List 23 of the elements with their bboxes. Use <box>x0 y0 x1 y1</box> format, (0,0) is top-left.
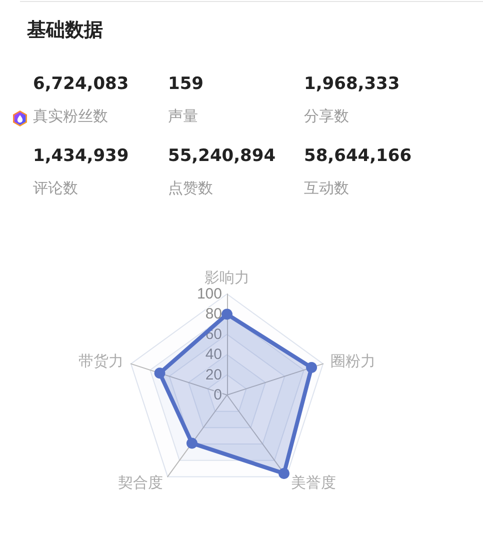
category-label: 真实粉丝数 <box>33 107 108 126</box>
spoke-label: 圈粉力 <box>330 352 376 370</box>
y-tick-label: 20 <box>205 366 222 384</box>
text: 基础数据 <box>27 18 103 43</box>
y-tick-label: 80 <box>205 306 222 323</box>
category-label: 互动数 <box>304 179 349 198</box>
spoke-label: 带货力 <box>78 352 124 370</box>
spoke-label: 契合度 <box>118 474 163 492</box>
text: 1,968,333 <box>304 74 400 94</box>
y-tick-label: 40 <box>205 346 222 364</box>
text: 55,240,894 <box>168 146 276 166</box>
text: 6,724,083 <box>33 74 129 94</box>
y-tick-label: 0 <box>214 386 222 404</box>
text: 58,644,166 <box>304 146 412 166</box>
y-tick-label: 100 <box>196 286 222 302</box>
spoke-label: 影响力 <box>204 270 250 287</box>
category-label: 评论数 <box>33 179 78 198</box>
spoke-label: 美誉度 <box>291 474 336 492</box>
category-label: 点赞数 <box>168 179 213 198</box>
category-label: 分享数 <box>304 107 349 126</box>
text: 1,434,939 <box>33 146 129 166</box>
category-label: 声量 <box>168 107 198 126</box>
text: 159 <box>168 74 204 94</box>
